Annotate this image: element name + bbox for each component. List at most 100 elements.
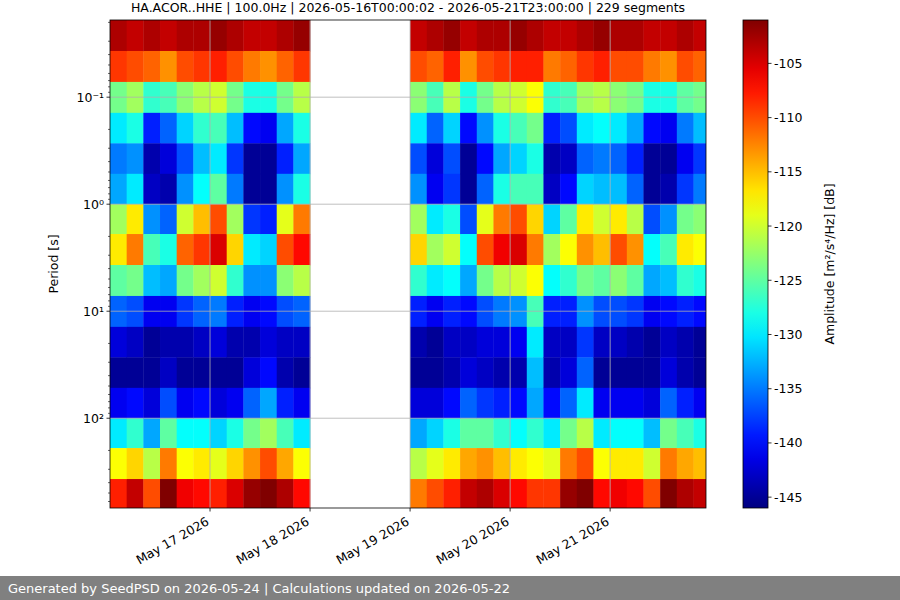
- grid-line: [110, 97, 706, 98]
- cell: [143, 388, 160, 419]
- grid-line: [110, 204, 706, 205]
- cell: [543, 51, 560, 82]
- cell: [427, 234, 444, 265]
- cell: [193, 479, 210, 508]
- cell: [510, 204, 527, 234]
- cell: [543, 265, 560, 296]
- cell: [410, 327, 427, 358]
- cell: [677, 174, 694, 205]
- minor-tick: [108, 236, 110, 237]
- cell: [477, 327, 494, 358]
- cell: [493, 204, 510, 234]
- cell: [610, 20, 627, 51]
- cell: [443, 204, 460, 234]
- cell: [493, 418, 510, 448]
- tick-label: May 18 2026: [233, 514, 311, 568]
- minor-tick: [108, 501, 110, 502]
- cell: [160, 388, 177, 419]
- cell: [527, 113, 544, 144]
- cell: [277, 234, 294, 265]
- cell: [560, 479, 577, 508]
- cell: [243, 357, 260, 388]
- cell: [643, 143, 660, 174]
- cell: [577, 51, 594, 82]
- cell: [577, 327, 594, 358]
- cell: [227, 388, 244, 419]
- cell: [110, 174, 127, 205]
- cell: [277, 327, 294, 358]
- cell: [293, 51, 310, 82]
- cell: [610, 113, 627, 144]
- cells: [110, 20, 706, 508]
- minor-tick: [108, 413, 110, 414]
- cell: [410, 418, 427, 448]
- cell: [593, 448, 610, 479]
- tick: [107, 97, 111, 98]
- minor-tick: [108, 401, 110, 402]
- cell: [243, 265, 260, 296]
- colorbar-tick: [768, 171, 772, 172]
- colorbar: [743, 20, 768, 508]
- cell: [543, 204, 560, 234]
- cell: [693, 418, 706, 448]
- cell: [127, 448, 144, 479]
- minor-tick: [108, 450, 110, 451]
- cell: [143, 327, 160, 358]
- tick-label: 10¹: [83, 304, 104, 319]
- cell: [243, 418, 260, 448]
- cell: [477, 448, 494, 479]
- cell: [643, 51, 660, 82]
- cell: [477, 388, 494, 419]
- cell: [443, 174, 460, 205]
- cell: [410, 51, 427, 82]
- cell: [177, 51, 194, 82]
- cell: [643, 20, 660, 51]
- cell: [127, 418, 144, 448]
- cell: [610, 448, 627, 479]
- cell: [643, 265, 660, 296]
- cell: [460, 479, 477, 508]
- cell: [460, 143, 477, 174]
- colorbar-tick: [768, 280, 772, 281]
- cell: [493, 327, 510, 358]
- cell: [277, 113, 294, 144]
- minor-tick: [108, 300, 110, 301]
- colorbar-tick-label: -145: [774, 490, 802, 505]
- cell: [410, 265, 427, 296]
- cell: [527, 357, 544, 388]
- cell: [693, 327, 706, 358]
- cell: [677, 113, 694, 144]
- cell: [177, 234, 194, 265]
- cell: [627, 204, 644, 234]
- cell: [627, 448, 644, 479]
- cell: [627, 51, 644, 82]
- cell: [127, 265, 144, 296]
- cell: [143, 51, 160, 82]
- cell: [677, 143, 694, 174]
- cell: [510, 327, 527, 358]
- cell: [577, 265, 594, 296]
- cell: [110, 265, 127, 296]
- cell: [160, 448, 177, 479]
- cell: [193, 143, 210, 174]
- cell: [677, 265, 694, 296]
- cell: [410, 448, 427, 479]
- cell: [527, 327, 544, 358]
- cell: [443, 265, 460, 296]
- cell: [660, 20, 677, 51]
- cell: [260, 204, 277, 234]
- footer: Generated by SeedPSD on 2026-05-24 | Cal…: [8, 581, 510, 596]
- cell: [110, 113, 127, 144]
- cell: [493, 174, 510, 205]
- tick: [107, 204, 111, 205]
- cell: [443, 113, 460, 144]
- cell: [260, 143, 277, 174]
- cell: [577, 204, 594, 234]
- cell: [427, 418, 444, 448]
- cell: [143, 448, 160, 479]
- cell: [110, 20, 127, 51]
- cell: [643, 479, 660, 508]
- cell: [510, 113, 527, 144]
- cell: [443, 143, 460, 174]
- axis-title: Period [s]: [46, 234, 61, 293]
